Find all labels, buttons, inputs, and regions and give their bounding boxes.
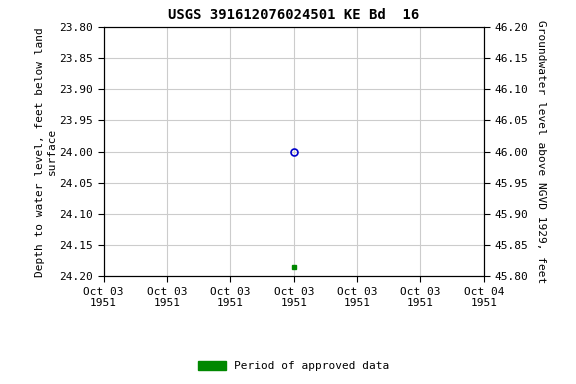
Y-axis label: Groundwater level above NGVD 1929, feet: Groundwater level above NGVD 1929, feet <box>536 20 547 283</box>
Legend: Period of approved data: Period of approved data <box>194 356 394 376</box>
Y-axis label: Depth to water level, feet below land
surface: Depth to water level, feet below land su… <box>35 27 56 276</box>
Title: USGS 391612076024501 KE Bd  16: USGS 391612076024501 KE Bd 16 <box>168 8 419 22</box>
